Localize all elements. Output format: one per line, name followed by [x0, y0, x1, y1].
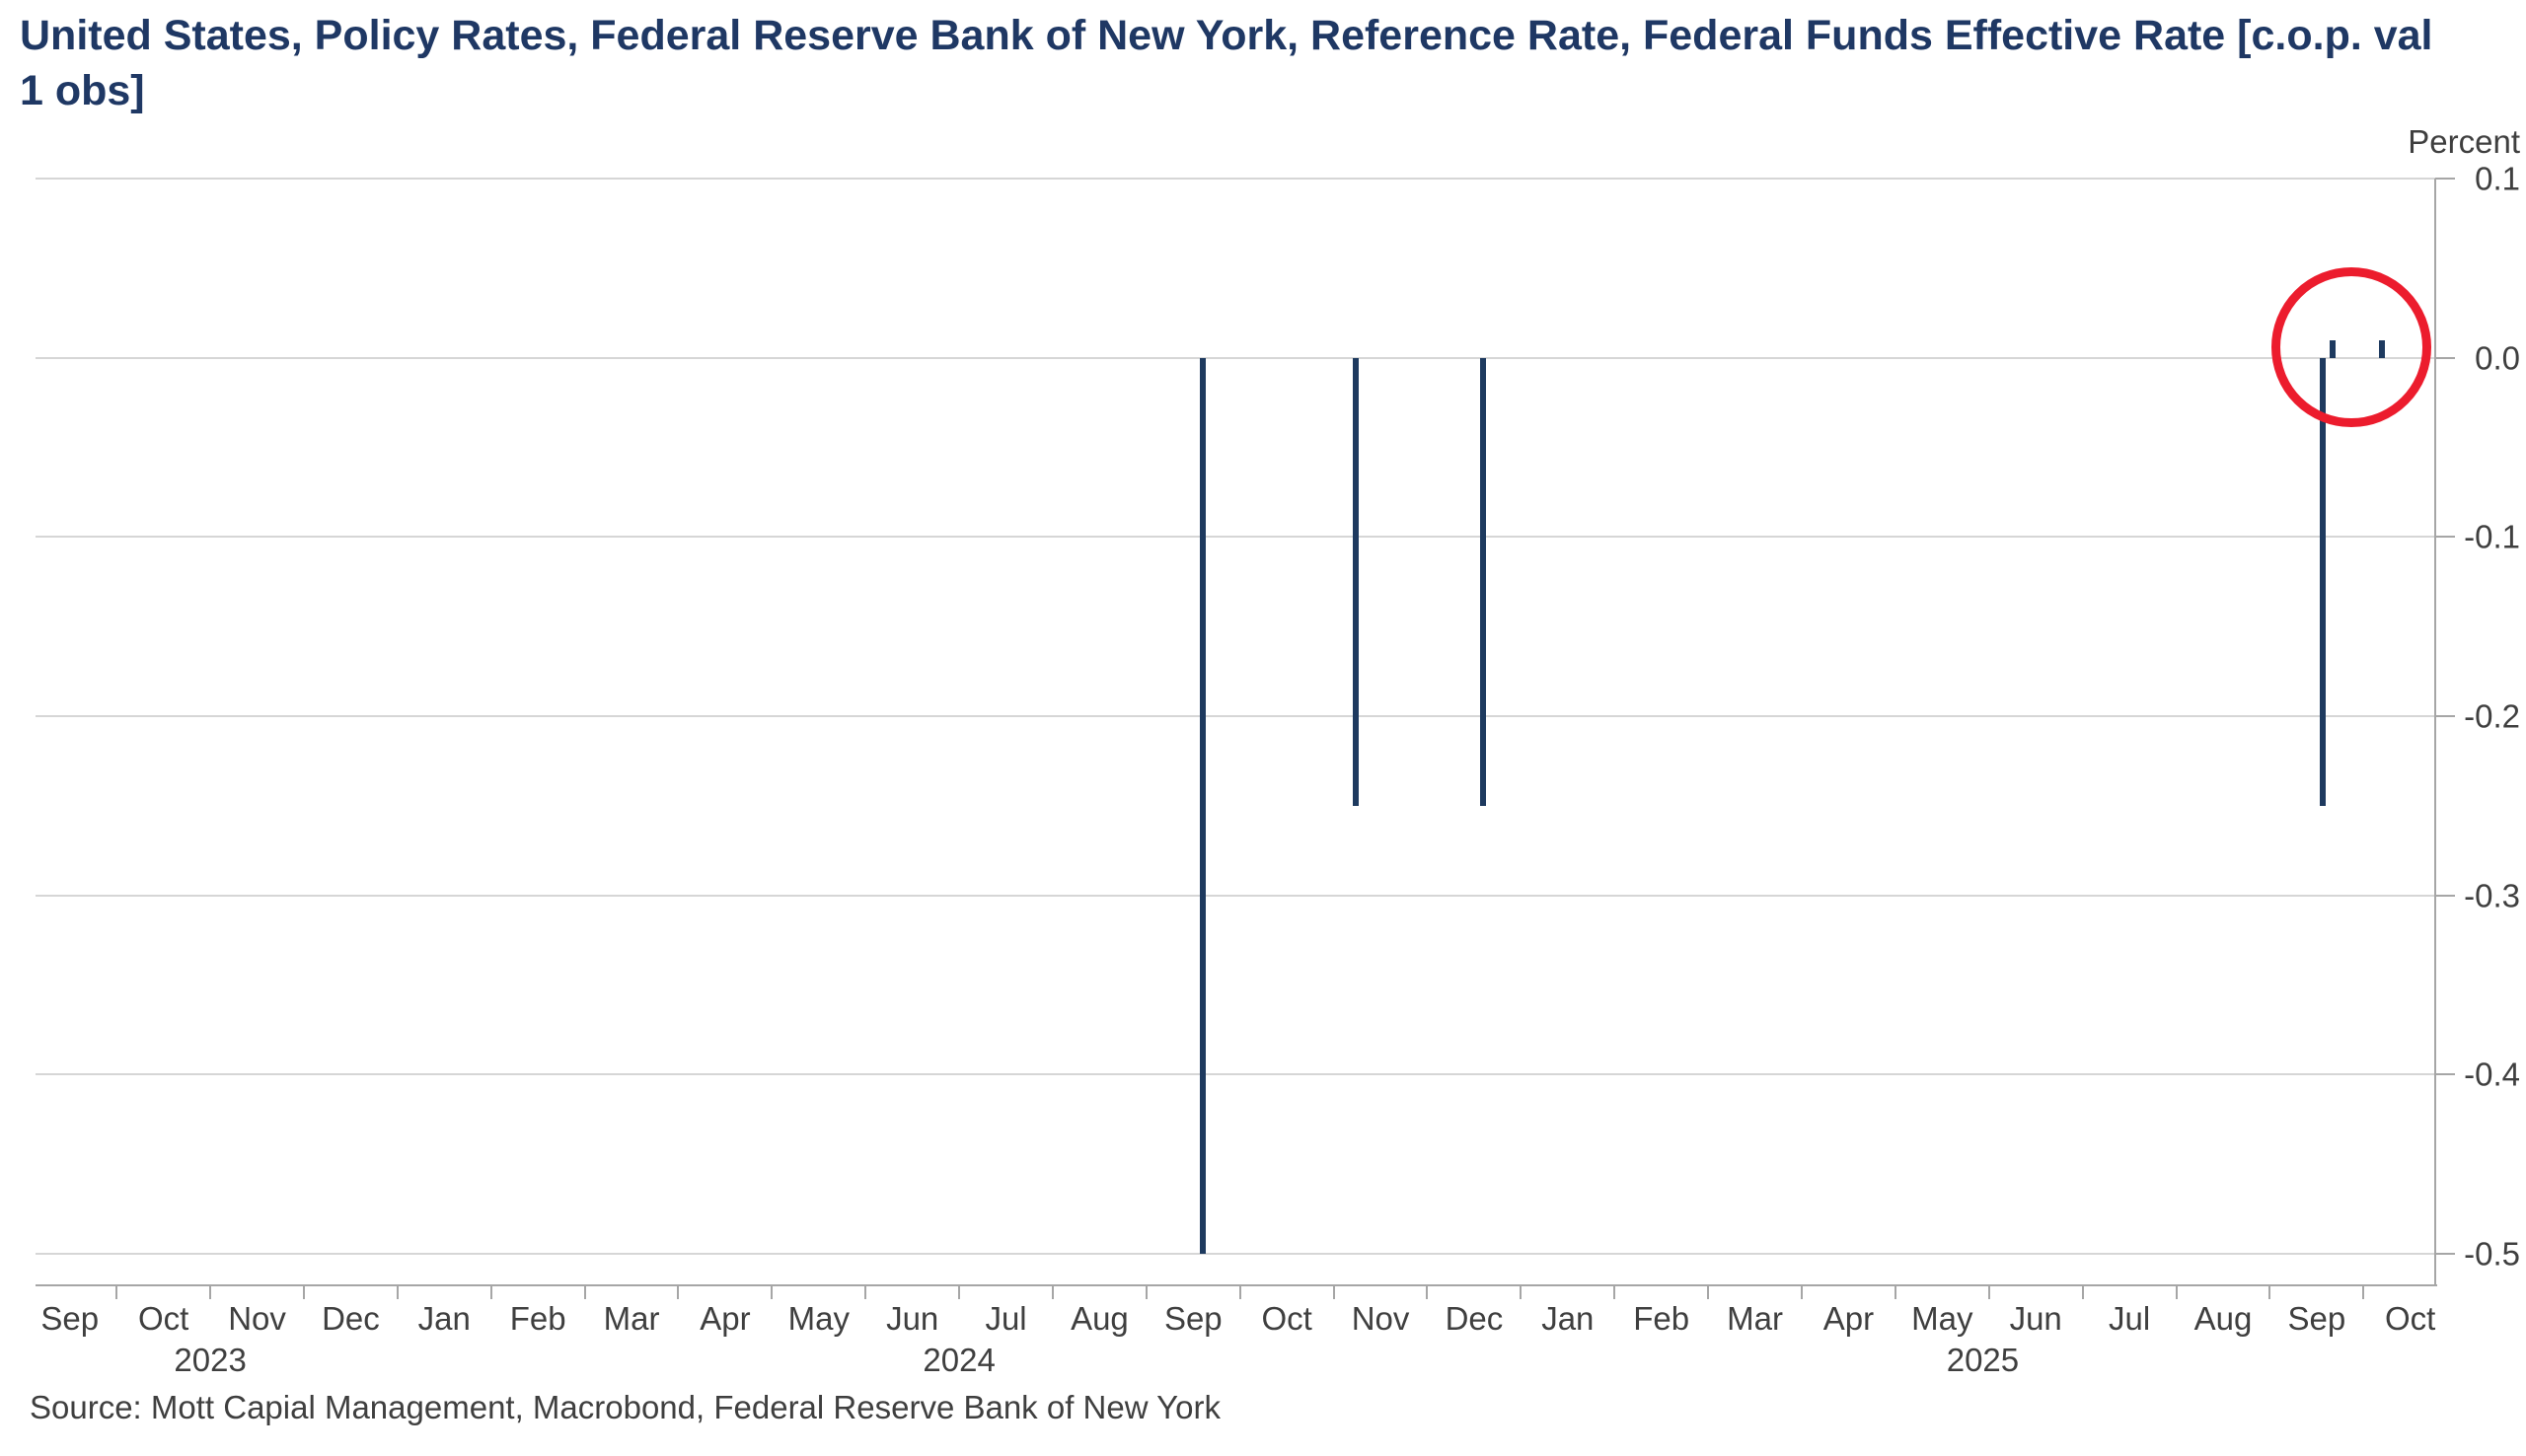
source-note: Source: Mott Capial Management, Macrobon…	[30, 1389, 1221, 1425]
x-month-label: Nov	[1351, 1300, 1410, 1337]
y-tick-label: -0.2	[2464, 697, 2520, 735]
x-month-label: May	[1911, 1300, 1973, 1337]
x-tick	[396, 1284, 399, 1299]
x-month-label: Feb	[1633, 1300, 1690, 1337]
x-tick	[677, 1284, 680, 1299]
highlight-circle	[2270, 266, 2431, 427]
x-tick	[1332, 1284, 1335, 1299]
x-month-label: Dec	[322, 1300, 380, 1337]
x-month-label: Mar	[603, 1300, 660, 1337]
x-tick	[2268, 1284, 2271, 1299]
y-axis-unit-label: Percent	[2408, 123, 2520, 160]
x-month-label: Aug	[1071, 1300, 1129, 1337]
x-month-label: Feb	[509, 1300, 566, 1337]
y-tick-label: 0.0	[2475, 339, 2520, 377]
x-tick	[864, 1284, 867, 1299]
x-tick	[771, 1284, 774, 1299]
x-month-label: Jan	[417, 1300, 471, 1337]
y-gridline	[36, 715, 2435, 717]
y-gridline	[36, 178, 2435, 180]
x-tick	[2362, 1284, 2365, 1299]
y-tick	[2435, 1073, 2455, 1076]
y-tick	[2435, 894, 2455, 897]
x-month-label: Oct	[2385, 1300, 2436, 1337]
x-month-label: Mar	[1727, 1300, 1783, 1337]
x-month-label: Jan	[1541, 1300, 1595, 1337]
x-month-label: Sep	[40, 1300, 100, 1337]
y-tick-label: -0.3	[2464, 877, 2520, 914]
x-tick	[2081, 1284, 2084, 1299]
y-tick	[2435, 715, 2455, 717]
x-month-label: Jun	[886, 1300, 939, 1337]
x-month-label: Apr	[1822, 1300, 1875, 1337]
x-tick	[1987, 1284, 1990, 1299]
x-tick	[1707, 1284, 1710, 1299]
x-year-label: 2024	[923, 1342, 996, 1378]
data-bar	[1199, 357, 1206, 1254]
x-tick	[1613, 1284, 1616, 1299]
x-month-label: Aug	[2193, 1300, 2253, 1337]
y-tick	[2435, 536, 2455, 539]
y-tick	[2435, 356, 2455, 359]
x-month-label: Jul	[985, 1300, 1027, 1337]
x-month-label: May	[787, 1300, 850, 1337]
x-tick	[302, 1284, 305, 1299]
x-month-label: Dec	[1445, 1300, 1504, 1337]
x-tick	[1894, 1284, 1896, 1299]
x-month-label: Oct	[137, 1300, 189, 1337]
y-gridline	[36, 356, 2435, 359]
x-axis-line	[36, 1284, 2437, 1286]
x-tick	[1238, 1284, 1241, 1299]
y-gridline	[36, 536, 2435, 539]
x-tick	[1426, 1284, 1429, 1299]
x-tick	[1051, 1284, 1054, 1299]
x-tick	[489, 1284, 492, 1299]
x-tick	[958, 1284, 961, 1299]
x-tick	[1145, 1284, 1148, 1299]
x-tick	[2175, 1284, 2178, 1299]
x-tick	[209, 1284, 212, 1299]
y-gridline	[36, 1073, 2435, 1076]
x-month-label: Nov	[228, 1300, 286, 1337]
chart-title-continued: 1 obs]	[20, 67, 145, 114]
x-tick	[1520, 1284, 1523, 1299]
x-month-label: Sep	[1163, 1300, 1223, 1337]
y-gridline	[36, 894, 2435, 897]
y-tick	[2435, 178, 2455, 180]
y-tick	[2435, 1253, 2455, 1255]
x-tick	[583, 1284, 586, 1299]
x-month-label: Jun	[2009, 1300, 2062, 1337]
y-tick-label: -0.4	[2464, 1056, 2520, 1093]
y-tick-label: -0.1	[2464, 518, 2520, 555]
y-gridline	[36, 1253, 2435, 1255]
x-month-label: Apr	[700, 1300, 751, 1337]
x-tick	[115, 1284, 118, 1299]
x-month-label: Jul	[2108, 1300, 2151, 1337]
data-bar	[2320, 357, 2327, 806]
y-axis-line	[2434, 179, 2436, 1286]
chart-title: United States, Policy Rates, Federal Res…	[20, 12, 2433, 59]
y-tick-label: -0.5	[2464, 1235, 2520, 1273]
x-year-label: 2025	[1946, 1342, 2020, 1378]
data-bar	[1352, 357, 1359, 806]
x-month-label: Sep	[2287, 1300, 2346, 1337]
y-tick-label: 0.1	[2475, 160, 2520, 197]
x-tick	[1801, 1284, 1803, 1299]
x-year-label: 2023	[174, 1342, 247, 1378]
x-month-label: Oct	[1261, 1300, 1312, 1337]
data-bar	[1480, 357, 1487, 806]
